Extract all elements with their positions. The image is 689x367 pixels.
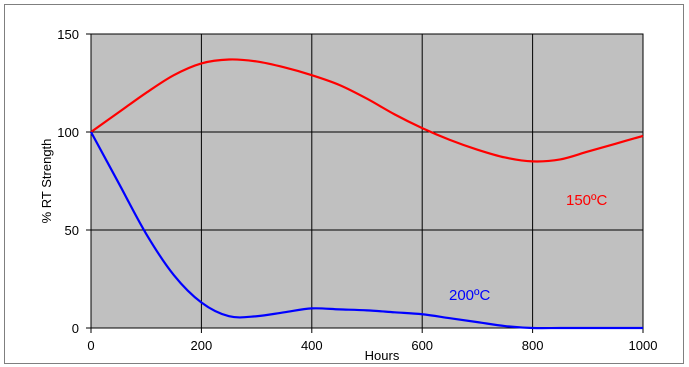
y-tick-label: 150	[57, 27, 79, 42]
y-tick-label: 0	[72, 321, 79, 336]
series-line-1	[90, 131, 643, 330]
x-axis-title: Hours	[365, 348, 400, 363]
y-tick-label: 100	[57, 125, 79, 140]
x-tick-label: 1000	[629, 338, 658, 353]
x-tick-label: 200	[191, 338, 213, 353]
y-axis-title: % RT Strength	[39, 139, 54, 224]
plot-area	[90, 33, 644, 329]
series-line-0	[90, 58, 644, 163]
series-label-150c: 150ºC	[566, 192, 608, 209]
series-label-200c: 200ºC	[449, 287, 491, 304]
series-lines	[90, 58, 644, 330]
gridlines	[91, 34, 643, 328]
x-tick-label: 400	[301, 338, 323, 353]
x-tick-label: 600	[411, 338, 433, 353]
axis-ticks: 0 200 400 600 800 1000 0 50 100 150	[57, 27, 657, 353]
y-tick-label: 50	[65, 223, 79, 238]
x-tick-label: 800	[522, 338, 544, 353]
x-tick-label: 0	[87, 338, 94, 353]
